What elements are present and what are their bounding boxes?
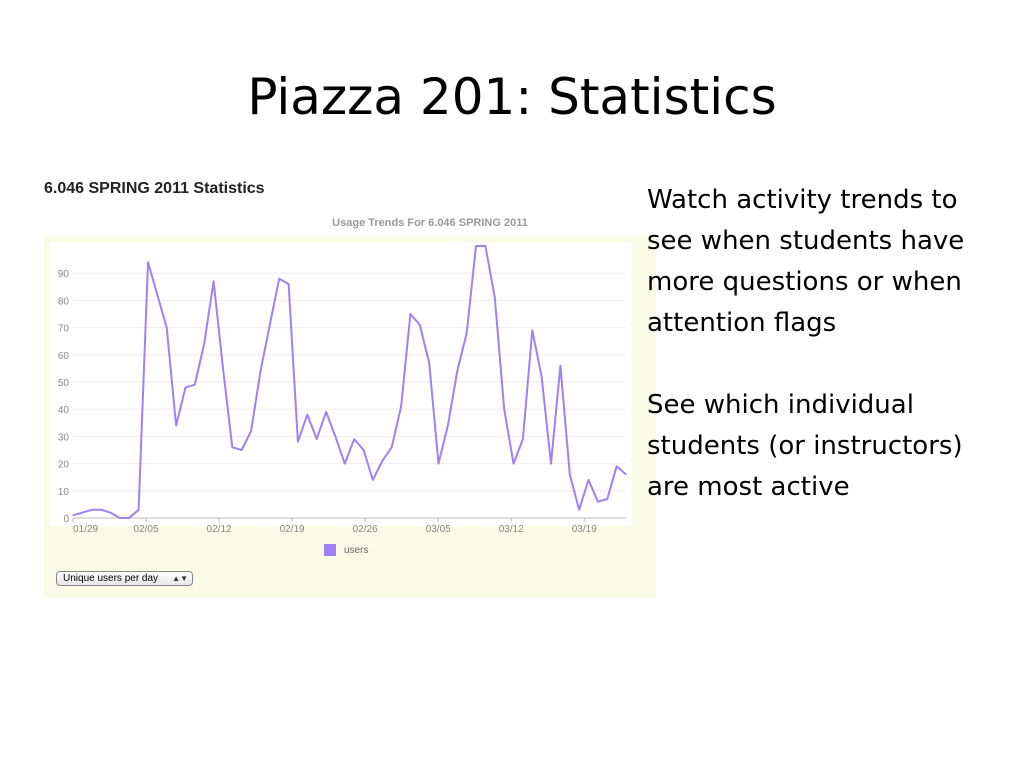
body-paragraph-trends: Watch activity trends to see when studen… (647, 185, 965, 338)
data-point (428, 362, 430, 364)
data-point (231, 446, 233, 448)
data-point (325, 411, 327, 413)
data-point (616, 465, 618, 467)
data-point (512, 463, 515, 465)
y-tick-label: 0 (63, 514, 69, 525)
data-point (72, 514, 74, 516)
data-point (278, 278, 280, 280)
y-tick-label: 50 (58, 378, 70, 389)
data-point (138, 509, 140, 511)
data-point (531, 329, 533, 331)
metric-select-value: Unique users per day (63, 573, 159, 584)
data-point (437, 463, 440, 465)
y-tick-label: 40 (58, 405, 70, 416)
chart-panel: 0 10 20 30 40 50 60 70 80 90 01/29 02/05 02/12 02/19 0… (44, 236, 656, 598)
data-point (569, 473, 571, 476)
data-point (381, 460, 383, 462)
data-point (494, 297, 496, 299)
data-point (372, 479, 374, 481)
x-tick-label: 02/12 (207, 524, 232, 535)
data-point (147, 261, 149, 263)
plot-area (50, 242, 632, 526)
data-point (409, 313, 412, 315)
x-tick-label: 02/05 (134, 524, 159, 535)
x-tick-label: 03/05 (426, 524, 451, 535)
data-point (194, 384, 196, 386)
statistics-heading: 6.046 SPRING 2011 Statistics (44, 180, 265, 197)
data-point (287, 283, 290, 285)
data-point (128, 517, 130, 519)
data-point (456, 370, 458, 372)
data-point (156, 294, 158, 296)
x-tick-label: 01/29 (73, 524, 98, 535)
y-tick-label: 80 (58, 296, 70, 307)
y-tick-label: 90 (58, 269, 70, 280)
data-point (475, 245, 477, 247)
select-stepper-icon: ▲▼ (172, 574, 188, 583)
data-point (222, 367, 224, 369)
x-tick-label: 02/26 (353, 524, 378, 535)
data-point (466, 332, 468, 334)
data-point (587, 479, 590, 481)
data-point (269, 324, 271, 326)
data-point (503, 408, 505, 410)
data-point (212, 280, 215, 282)
data-point (166, 327, 168, 329)
x-tick-label: 03/12 (499, 524, 524, 535)
data-point (203, 343, 205, 345)
series-line-users (72, 245, 627, 519)
legend-swatch-users (324, 544, 336, 556)
data-point (353, 438, 355, 440)
data-point (306, 414, 308, 416)
data-point (241, 449, 243, 451)
data-point (362, 449, 365, 451)
slide-body-text: Watch activity trends to see when studen… (647, 180, 992, 549)
data-point (91, 509, 93, 511)
data-point (334, 435, 337, 437)
data-point (297, 441, 299, 443)
data-point (119, 517, 121, 519)
data-point (578, 509, 580, 511)
data-point (250, 430, 252, 432)
data-point (344, 463, 346, 465)
chart-title: Usage Trends For 6.046 SPRING 2011 (332, 217, 528, 229)
x-tick-label: 03/19 (572, 524, 597, 535)
y-tick-label: 30 (58, 432, 70, 443)
legend-label-users: users (344, 544, 369, 556)
body-paragraph-active-users: See which individual students (or instru… (647, 390, 963, 502)
data-point (81, 511, 83, 514)
data-point (100, 509, 102, 511)
data-point (447, 424, 449, 427)
data-point (550, 463, 552, 465)
slide-title: Piazza 201: Statistics (247, 68, 777, 126)
y-tick-label: 10 (58, 487, 70, 498)
data-point (391, 446, 393, 448)
data-point (522, 438, 524, 440)
data-point (484, 245, 487, 247)
data-point (316, 438, 318, 440)
y-tick-label: 60 (58, 351, 70, 362)
data-point (606, 498, 608, 500)
data-point (400, 405, 402, 408)
metric-select[interactable]: Unique users per day ▲▼ (56, 571, 193, 586)
y-tick-label: 20 (58, 460, 70, 471)
data-point (184, 386, 187, 389)
data-point (109, 511, 112, 514)
usage-trend-chart: 0 10 20 30 40 50 60 70 80 90 01/29 02/05 02/12 02/19 0… (50, 242, 632, 535)
y-tick-label: 70 (58, 324, 70, 335)
data-point (625, 473, 627, 476)
data-point (419, 324, 421, 326)
x-tick-label: 02/19 (280, 524, 305, 535)
data-point (559, 365, 561, 367)
data-point (541, 375, 543, 378)
data-point (175, 424, 177, 427)
data-point (597, 501, 599, 503)
chart-legend: users (324, 544, 368, 556)
data-point (259, 370, 262, 372)
